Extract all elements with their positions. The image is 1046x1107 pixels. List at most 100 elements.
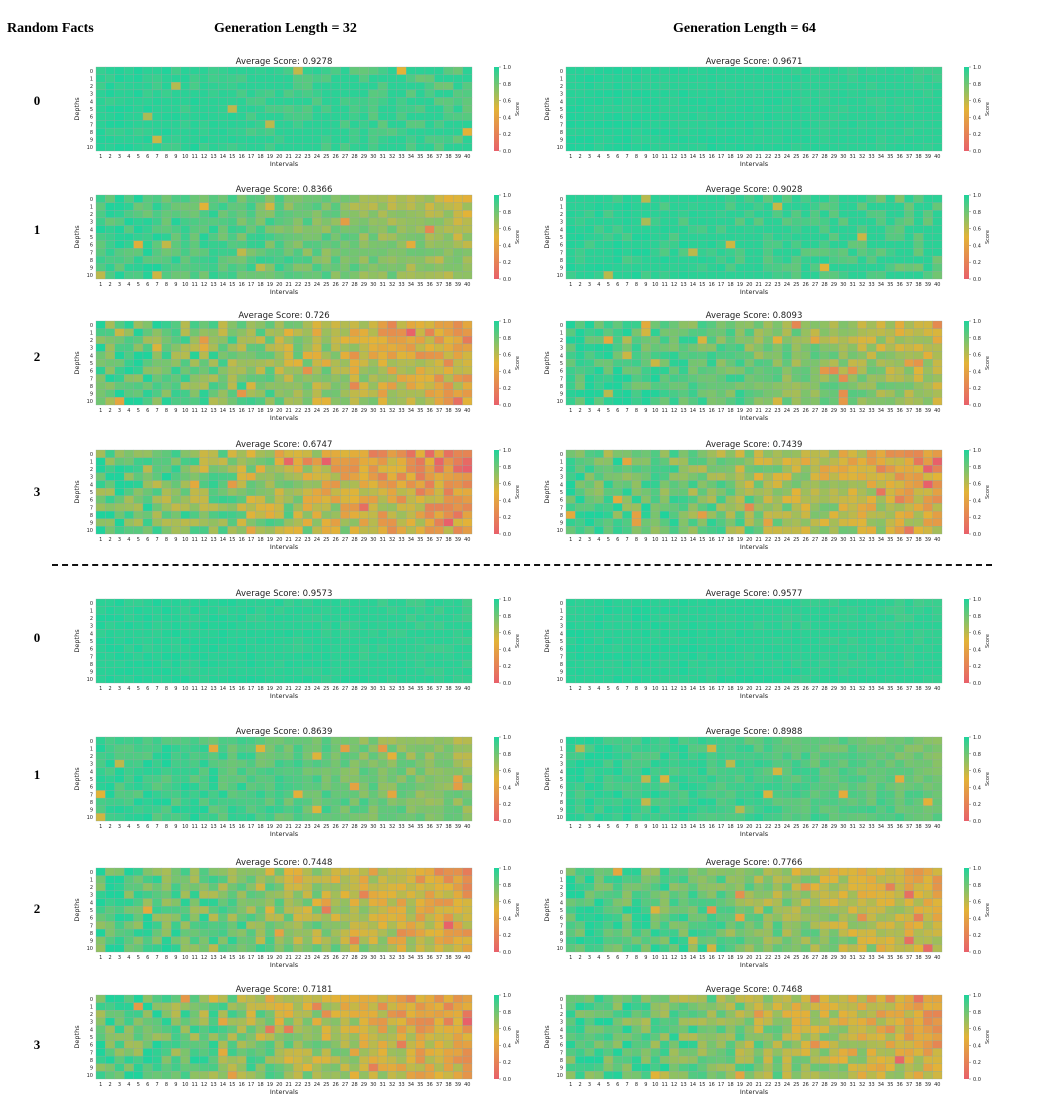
heatmap-cell — [575, 240, 585, 249]
heatmap-cell — [772, 328, 783, 337]
heatmap-cell — [565, 143, 576, 152]
chart-title: Average Score: 0.9278 — [236, 57, 333, 67]
heatmap-cell — [725, 320, 736, 329]
heatmap-cell — [415, 381, 426, 390]
heatmap-cell — [782, 210, 792, 219]
heatmap-cell — [641, 614, 651, 623]
heatmap-cell — [791, 374, 802, 383]
heatmap-cell — [603, 667, 614, 676]
colorbar — [964, 67, 969, 151]
heatmap-cell — [772, 202, 783, 211]
heatmap-cell — [612, 465, 623, 474]
x-tick-label: 1 — [569, 408, 572, 414]
heatmap-cell — [913, 320, 924, 329]
heatmap-cell — [227, 225, 238, 234]
heatmap-cell — [575, 503, 585, 512]
heatmap-cell — [641, 112, 651, 121]
heatmap-cell — [829, 97, 839, 106]
heatmap-cell — [923, 621, 933, 630]
heatmap-cell — [800, 359, 811, 367]
heatmap-cell — [349, 202, 360, 211]
heatmap-cell — [283, 598, 294, 607]
x-tick-label: 38 — [915, 154, 921, 160]
heatmap-cell — [876, 359, 886, 367]
heatmap-cell — [406, 359, 416, 367]
x-tick-label: 32 — [859, 408, 865, 414]
heatmap-cell — [725, 263, 736, 272]
heatmap-cell — [603, 598, 614, 607]
heatmap-cell — [857, 526, 867, 535]
heatmap-cell — [208, 457, 219, 466]
heatmap-cell — [857, 135, 867, 144]
heatmap-cell — [763, 105, 773, 113]
heatmap-cell — [650, 240, 661, 249]
heatmap-cell — [669, 457, 679, 466]
heatmap-cell — [434, 74, 444, 83]
heatmap-cell — [725, 480, 736, 489]
heatmap-cell — [161, 240, 172, 249]
heatmap-cell — [885, 480, 896, 489]
heatmap-cell — [368, 659, 379, 668]
heatmap-cell — [838, 233, 849, 241]
heatmap-cell — [274, 194, 285, 203]
heatmap-cell — [735, 621, 745, 630]
heatmap-cell — [688, 621, 698, 630]
heatmap-cell — [302, 225, 313, 234]
heatmap-cell — [688, 659, 698, 668]
heatmap-cell — [415, 343, 426, 352]
heatmap-cell — [443, 328, 454, 337]
heatmap-cell — [180, 255, 191, 264]
heatmap-cell — [688, 225, 698, 234]
heatmap-cell — [631, 143, 642, 152]
heatmap-cell — [377, 457, 388, 466]
heatmap-cell — [434, 328, 444, 337]
heatmap-cell — [180, 598, 191, 607]
heatmap-cell — [274, 449, 285, 458]
heatmap-cell — [622, 120, 632, 129]
heatmap-cell — [876, 472, 886, 481]
heatmap-cell — [772, 194, 783, 203]
heatmap-cell — [124, 503, 134, 512]
heatmap-cell — [678, 255, 689, 264]
heatmap-cell — [584, 667, 595, 676]
heatmap-cell — [152, 614, 162, 623]
heatmap-cell — [594, 202, 604, 211]
heatmap-cell — [161, 120, 172, 129]
heatmap-cell — [124, 465, 134, 474]
heatmap-cell — [246, 343, 256, 352]
heatmap-cell — [142, 82, 153, 91]
heatmap-cell — [171, 480, 181, 489]
heatmap-cell — [594, 233, 604, 241]
heatmap-cell — [678, 606, 689, 615]
x-tick-label: 6 — [146, 408, 149, 414]
heatmap-cell — [885, 240, 896, 249]
heatmap-cell — [283, 503, 294, 512]
heatmap-cell — [782, 449, 792, 458]
heatmap-cell — [293, 233, 303, 241]
heatmap-cell — [584, 480, 595, 489]
heatmap-cell — [735, 202, 745, 211]
heatmap-cell — [133, 217, 144, 226]
heatmap-cell — [424, 127, 435, 136]
heatmap-cell — [603, 526, 614, 535]
heatmap-cell — [847, 343, 858, 352]
heatmap-cells — [565, 598, 943, 684]
y-tick-label: 1 — [90, 459, 93, 465]
heatmap-cell — [810, 336, 820, 345]
heatmap-cell — [180, 374, 191, 383]
heatmap-cell — [124, 112, 134, 121]
heatmap-cell — [133, 343, 144, 352]
heatmap-cell — [932, 621, 943, 630]
heatmap-cell — [659, 233, 670, 241]
heatmap-cell — [114, 240, 125, 249]
heatmap-cell — [406, 336, 416, 345]
heatmap-cell — [782, 621, 792, 630]
heatmap-cell — [904, 97, 914, 106]
heatmap-cell — [659, 127, 670, 136]
heatmap-cell — [349, 120, 360, 129]
heatmap-cell — [706, 637, 717, 645]
heatmap-cell — [424, 606, 435, 615]
heatmap-cell — [706, 233, 717, 241]
heatmap-cell — [857, 233, 867, 241]
heatmap-cell — [631, 606, 642, 615]
